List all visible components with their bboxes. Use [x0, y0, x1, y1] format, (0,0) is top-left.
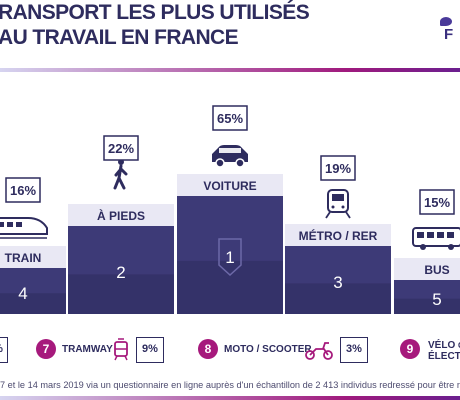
podium-shade — [394, 298, 460, 314]
rank-number: 4 — [18, 284, 27, 303]
value-label: 16% — [10, 183, 36, 198]
speech-bubble-icon — [440, 17, 452, 26]
value-label: 22% — [108, 141, 134, 156]
legend-value-box: 9% — [136, 337, 164, 363]
legend-value: 3% — [346, 343, 362, 355]
legend-label-line-2: ÉLECTR — [428, 351, 460, 362]
metro-icon — [325, 189, 351, 219]
train-icon — [0, 217, 48, 239]
legend-label: VÉLO OU ÉLECTR — [428, 340, 460, 362]
value-label: 15% — [424, 195, 450, 210]
rank-number: 5 — [432, 290, 441, 309]
category-label: À PIEDS — [97, 208, 145, 223]
value-label: 65% — [217, 111, 243, 126]
legend-label: TRAMWAY — [62, 344, 113, 355]
legend-value: % — [0, 343, 3, 355]
medal-outline — [218, 238, 242, 277]
rank-number: 2 — [116, 263, 125, 282]
legend-label-line-1: VÉLO — [428, 340, 456, 351]
value-label: 19% — [325, 161, 351, 176]
category-label: MÉTRO / RER — [299, 228, 378, 243]
brand-logo: F — [438, 16, 456, 44]
value-label-box — [103, 135, 139, 161]
footnote: 7 et le 14 mars 2019 via un questionnair… — [0, 380, 460, 390]
value-label-box — [212, 105, 248, 131]
category-band — [177, 174, 283, 196]
podium-column: À PIEDS 2 22% — [68, 135, 174, 314]
bottom-divider — [0, 396, 460, 400]
bus-icon — [412, 227, 460, 250]
pedestrian-icon — [113, 159, 128, 190]
title-line-1: RANSPORT LES PLUS UTILISÉS — [0, 1, 310, 24]
value-label-box — [320, 155, 356, 181]
category-band — [68, 204, 174, 226]
rank-number: 3 — [333, 273, 342, 292]
tram-icon — [114, 338, 128, 361]
legend-value: 9% — [142, 343, 158, 355]
category-label: VOITURE — [203, 179, 256, 193]
category-band — [285, 224, 391, 246]
legend-rank-badge: 9 — [400, 339, 420, 359]
podium-column: MÉTRO / RER 3 19% — [285, 155, 391, 314]
value-label-box — [5, 177, 41, 203]
podium-shade — [285, 283, 391, 314]
podium-chart: TRAIN 4 16% À PIEDS 2 22% VOITURE 1 65% MÉTRO / R… — [0, 105, 460, 314]
legend-value-box: % — [0, 337, 8, 363]
legend-rank-badge: 7 — [36, 339, 56, 359]
scooter-icon — [305, 342, 333, 360]
legend-value-box: 3% — [340, 337, 368, 363]
top-divider — [0, 68, 460, 72]
category-band — [394, 258, 460, 280]
legend-label-suffix: OU — [458, 341, 460, 350]
podium-column: VOITURE 1 65% — [177, 105, 283, 314]
rank-number: 1 — [225, 248, 234, 267]
legend-label: MOTO / SCOOTER — [224, 344, 312, 355]
legend-rank-badge: 8 — [198, 339, 218, 359]
car-icon — [212, 145, 248, 168]
page-title: RANSPORT LES PLUS UTILISÉS AU TRAVAIL EN… — [0, 0, 310, 50]
podium-shade — [68, 274, 174, 314]
title-line-2: AU TRAVAIL EN FRANCE — [0, 26, 239, 49]
category-label: TRAIN — [5, 251, 42, 265]
brand-logo-letter: F — [444, 26, 454, 43]
value-label-box — [419, 189, 455, 215]
category-label: BUS — [424, 263, 449, 277]
podium-shade — [0, 293, 66, 314]
legend-row: % 7 TRAMWAY 9% 8 MOTO / SCOOTER 3% 9 VÉL… — [0, 332, 460, 370]
podium-shade — [177, 260, 283, 314]
category-band — [0, 246, 66, 268]
podium-column: TRAIN 4 16% — [0, 177, 66, 314]
podium-column: BUS 5 15% — [394, 189, 460, 314]
